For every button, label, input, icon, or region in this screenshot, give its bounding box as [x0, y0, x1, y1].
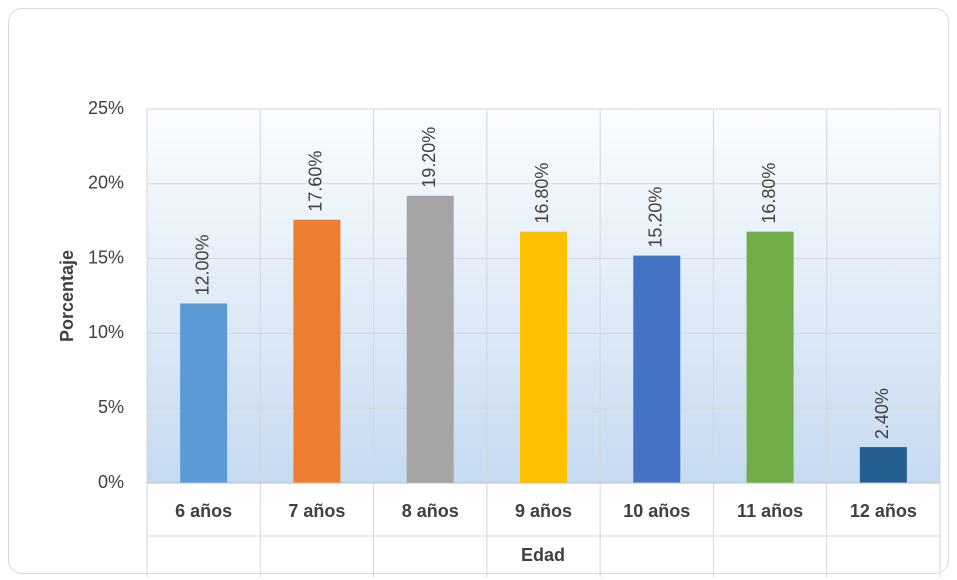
data-label: 16.80%	[759, 163, 779, 224]
y-tick-label: 25%	[88, 98, 124, 118]
x-tick-label: 10 años	[623, 501, 690, 521]
y-tick-label: 15%	[88, 247, 124, 267]
data-label: 12.00%	[192, 234, 212, 295]
x-tick-label: 8 años	[402, 501, 459, 521]
x-tick-label: 11 años	[737, 501, 803, 521]
data-labels: 12.00% 17.60% 19.20% 16.80% 15.20% 16.80% 2.40…	[192, 127, 892, 439]
y-tick-label: 0%	[98, 472, 124, 492]
gridlines	[146, 108, 941, 577]
data-label: 15.20%	[646, 187, 666, 248]
y-tick-label: 5%	[98, 397, 124, 417]
bar	[746, 231, 794, 483]
x-axis-title: Edad	[521, 545, 565, 565]
y-axis-title: Porcentaje	[57, 250, 77, 342]
data-label: 17.60%	[306, 151, 326, 212]
y-axis: 0% 5% 10% 15% 20% 25%	[88, 98, 124, 492]
bar	[406, 195, 454, 483]
bar	[633, 255, 681, 483]
bar	[859, 447, 907, 483]
bar	[293, 219, 341, 484]
y-tick-label: 10%	[88, 322, 124, 342]
x-tick-label: 9 años	[515, 501, 572, 521]
y-tick-label: 20%	[88, 173, 124, 193]
bar	[180, 303, 228, 483]
x-tick-label: 12 años	[850, 501, 917, 521]
x-tick-label: 7 años	[288, 501, 345, 521]
data-label: 19.20%	[419, 127, 439, 188]
data-label: 16.80%	[532, 163, 552, 224]
bars	[180, 195, 907, 484]
x-tick-label: 6 años	[175, 501, 232, 521]
x-axis: 6 años 7 años 8 años 9 años 10 años 11 años 12…	[147, 482, 940, 521]
data-label: 2.40%	[872, 388, 892, 439]
bar	[520, 231, 567, 483]
